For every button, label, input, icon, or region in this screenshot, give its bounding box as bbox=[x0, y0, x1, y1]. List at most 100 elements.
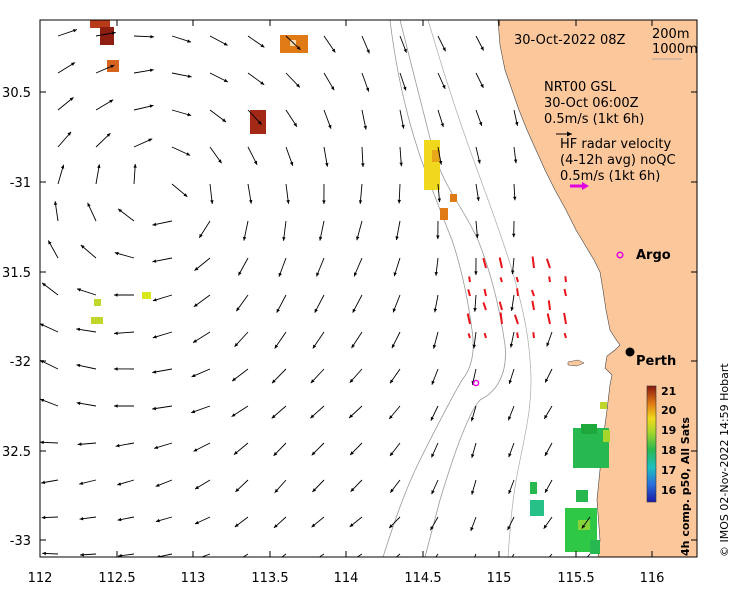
model-arrow-head bbox=[260, 43, 265, 48]
radar-arrow bbox=[563, 288, 567, 297]
model-arrow-head bbox=[234, 523, 239, 527]
model-arrow-head bbox=[508, 453, 512, 458]
model-arrow-head bbox=[257, 120, 262, 125]
model-arrow-head bbox=[152, 335, 157, 339]
model-arrow-head bbox=[152, 370, 157, 374]
model-arrow-head bbox=[393, 272, 397, 277]
model-arrow-head bbox=[42, 551, 46, 556]
model-arrow-head bbox=[152, 298, 157, 302]
model-arrow-head bbox=[260, 81, 265, 85]
model-arrow-head bbox=[77, 442, 82, 446]
bathy-contour-inner bbox=[427, 20, 532, 557]
model-arrow-head bbox=[316, 272, 320, 277]
model-arrow-head bbox=[218, 159, 222, 164]
model-arrow bbox=[511, 553, 515, 557]
model-arrow-head bbox=[87, 202, 91, 207]
model-arrow-head bbox=[433, 308, 438, 313]
model-arrow-head bbox=[473, 308, 477, 312]
model-arrow-head bbox=[349, 523, 354, 527]
model-arrow-head bbox=[442, 84, 446, 89]
model-arrow-head bbox=[397, 199, 401, 204]
model-arrow-head bbox=[471, 454, 475, 458]
model-arrow bbox=[548, 553, 553, 557]
argo-label: Argo bbox=[636, 248, 671, 263]
model-arrow-head bbox=[432, 344, 437, 349]
model-arrow-head bbox=[296, 46, 301, 50]
radar-arrow bbox=[564, 276, 567, 283]
model-arrow-head bbox=[508, 416, 512, 421]
model-arrow-head bbox=[187, 112, 192, 117]
radar-arrow bbox=[563, 332, 567, 339]
model-arrow-head bbox=[399, 162, 403, 167]
model-arrow-head bbox=[293, 122, 297, 127]
perth-label: Perth bbox=[636, 354, 676, 369]
model-arrow-head bbox=[403, 86, 407, 91]
model-time: 30-Oct 06:00Z bbox=[544, 96, 639, 111]
radar-arrow bbox=[498, 301, 503, 311]
argo-float-marker-2 bbox=[472, 379, 480, 387]
model-arrow-head bbox=[236, 307, 240, 312]
model-arrow-head bbox=[271, 414, 276, 419]
model-arrow-head bbox=[350, 487, 355, 492]
model-arrow-head bbox=[274, 488, 279, 493]
model-arrow-head bbox=[318, 236, 323, 241]
model-arrow-head bbox=[352, 308, 356, 313]
model-arrow-head bbox=[472, 344, 476, 349]
model-arrow-head bbox=[508, 380, 512, 384]
radar-arrow bbox=[548, 276, 551, 283]
model-arrow-head bbox=[210, 200, 214, 204]
model-arrow bbox=[474, 553, 477, 557]
model-arrow-head bbox=[349, 414, 353, 418]
model-arrow-head bbox=[429, 562, 433, 566]
model-arrow-head bbox=[222, 118, 226, 122]
model-arrow-head bbox=[223, 78, 228, 82]
radar-scale-arrow bbox=[570, 182, 589, 190]
radar-arrow bbox=[515, 276, 519, 283]
model-arrow-head bbox=[194, 267, 199, 271]
model-arrow-head bbox=[152, 259, 157, 263]
model-arrow-head bbox=[199, 233, 203, 238]
model-arrow-head bbox=[223, 42, 228, 46]
model-arrow-head bbox=[390, 488, 394, 493]
model-arrow-head bbox=[442, 47, 446, 52]
model-arrow-head bbox=[543, 524, 548, 529]
model-arrow-head bbox=[365, 87, 370, 92]
model-arrow-head bbox=[349, 378, 354, 383]
model-arrow-head bbox=[363, 125, 367, 130]
model-arrow-head bbox=[115, 443, 120, 448]
bathy-legend-1000m: 1000m bbox=[652, 42, 698, 57]
model-arrow-head bbox=[76, 327, 81, 332]
model-arrow-head bbox=[183, 193, 188, 197]
model-arrow-head bbox=[73, 29, 77, 33]
bathy-contour-1000m bbox=[382, 20, 474, 557]
model-arrow-head bbox=[477, 159, 481, 164]
model-arrow-head bbox=[152, 222, 157, 226]
model-arrow-head bbox=[388, 560, 392, 564]
model-arrow-head bbox=[513, 196, 517, 201]
model-arrow-head bbox=[581, 561, 585, 565]
radar-arrow bbox=[499, 312, 503, 325]
model-arrow-head bbox=[286, 200, 290, 204]
model-arrow-head bbox=[507, 526, 511, 531]
x-tick-label: 114.5 bbox=[404, 571, 441, 586]
model-arrow-head bbox=[79, 481, 84, 485]
model-arrow-head bbox=[391, 344, 396, 349]
model-arrow bbox=[435, 553, 439, 557]
model-arrow-head bbox=[106, 133, 111, 137]
model-velocity-arrows bbox=[40, 29, 591, 566]
model-arrow-head bbox=[546, 342, 550, 347]
bathy-legend-200m: 200m bbox=[652, 27, 689, 42]
model-arrow-head bbox=[187, 74, 192, 78]
radar-velocity-arrows bbox=[466, 256, 567, 339]
model-arrow-head bbox=[53, 201, 58, 205]
y-tick-label: 30.5 bbox=[2, 86, 31, 101]
model-arrow-head bbox=[71, 62, 75, 66]
model-arrow-head bbox=[311, 523, 316, 528]
model-arrow-head bbox=[392, 308, 397, 313]
x-tick-label: 112 bbox=[28, 571, 53, 586]
model-arrow-head bbox=[401, 124, 405, 129]
model-arrow-head bbox=[431, 453, 435, 458]
radar-arrow bbox=[545, 258, 551, 269]
x-tick-label: 113.5 bbox=[251, 571, 288, 586]
